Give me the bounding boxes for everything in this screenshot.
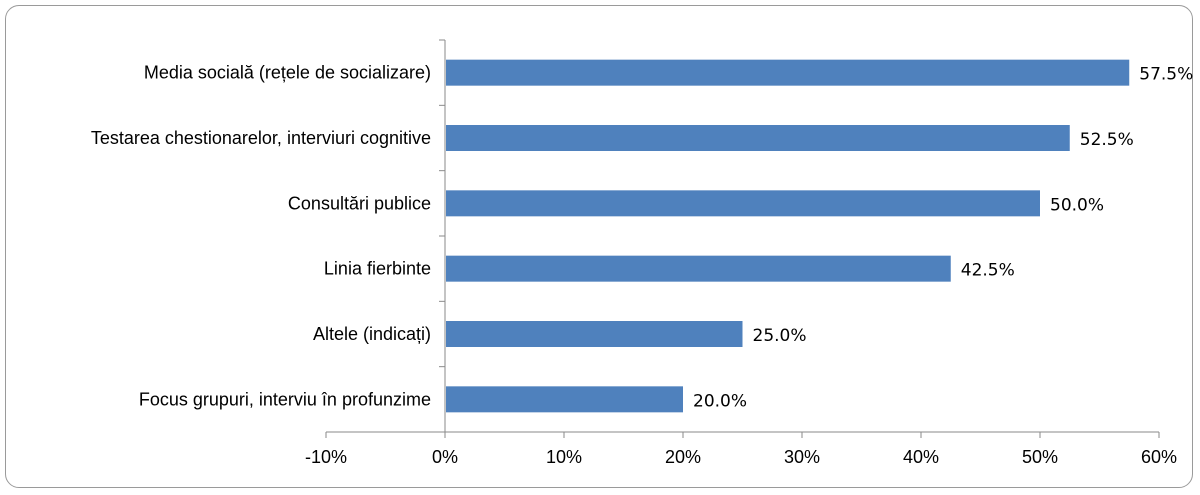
data-label: 50.0% (1050, 195, 1104, 215)
axes-group: -10% 0% 10% 20% 30% 40% 50% 60% (305, 39, 1177, 467)
bar (446, 321, 743, 347)
data-label: 42.5% (961, 261, 1015, 281)
category-label: Testarea chestionarelor, interviuri cogn… (91, 128, 431, 148)
data-label: 20.0% (693, 391, 747, 411)
bar (446, 125, 1070, 151)
category-label: Linia fierbinte (324, 259, 431, 279)
labels-group: Media socială (rețele de socializare) 57.… (91, 63, 1193, 412)
data-label: 57.5% (1139, 65, 1193, 85)
x-tick-label: 30% (784, 447, 820, 467)
category-label: Focus grupuri, interviu în profunzime (139, 389, 431, 409)
x-tick-label: 0% (432, 447, 458, 467)
category-label: Media socială (rețele de socializare) (144, 63, 431, 83)
x-tick-label: 10% (546, 447, 582, 467)
x-tick-label: 50% (1022, 447, 1058, 467)
bar (446, 386, 683, 413)
x-tick-label: 40% (903, 447, 939, 467)
data-label: 25.0% (753, 326, 807, 346)
bar (446, 190, 1040, 217)
data-label: 52.5% (1080, 130, 1134, 150)
x-tick-label: -10% (305, 447, 347, 467)
bar (446, 255, 951, 282)
x-tick-label: 60% (1141, 447, 1177, 467)
category-label: Consultări publice (288, 193, 431, 213)
bar (446, 59, 1130, 86)
bars-group (446, 59, 1130, 413)
x-tick-label: 20% (665, 447, 701, 467)
category-label: Altele (indicați) (313, 324, 431, 344)
